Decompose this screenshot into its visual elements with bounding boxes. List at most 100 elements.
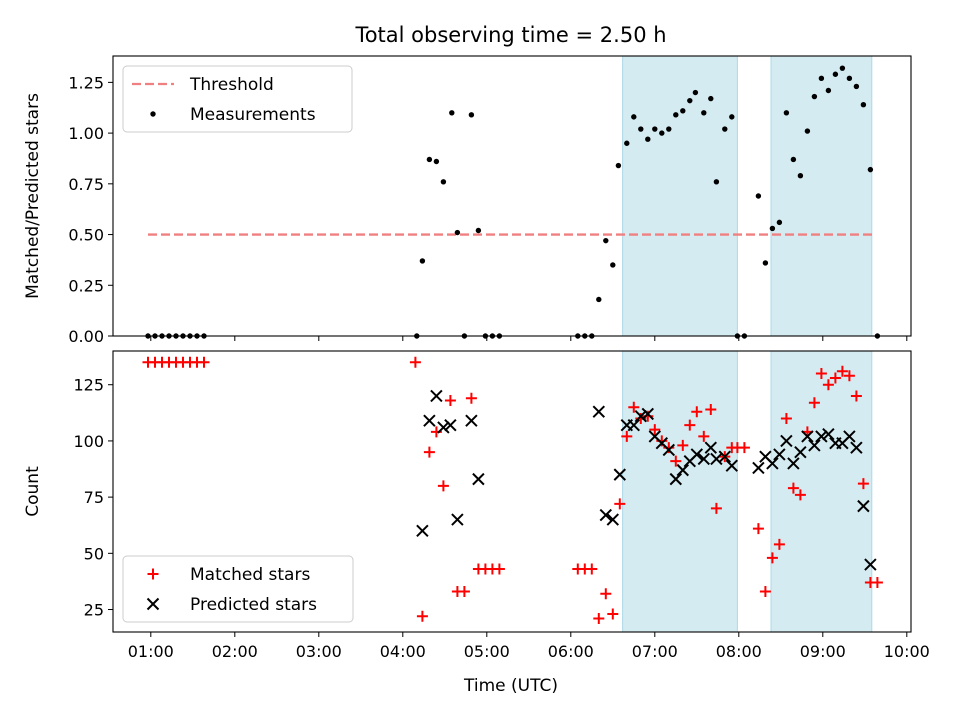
predicted-stars-point bbox=[627, 418, 641, 432]
measurement-point bbox=[680, 108, 686, 114]
measurement-point bbox=[853, 83, 860, 90]
y-tick-label: 100 bbox=[73, 432, 104, 451]
legend-label: Measurements bbox=[190, 105, 316, 125]
predicted-stars-point bbox=[606, 513, 620, 526]
predicted-stars-point bbox=[843, 430, 856, 443]
matched-stars-point bbox=[773, 538, 785, 550]
matched-stars-point bbox=[607, 608, 619, 620]
matched-stars-point bbox=[458, 586, 470, 598]
predicted-stars-point bbox=[430, 389, 443, 403]
measurement-point bbox=[638, 126, 644, 132]
predicted-stars-point bbox=[766, 457, 779, 470]
matched-stars-point bbox=[752, 523, 764, 535]
matched-stars-point bbox=[822, 379, 834, 391]
y-tick-label: 25 bbox=[84, 601, 104, 620]
predicted-stars-point bbox=[704, 441, 718, 454]
predicted-stars-point bbox=[787, 457, 800, 470]
measurement-point bbox=[673, 112, 679, 118]
measurement-point bbox=[596, 296, 602, 303]
y-tick-label: 1.00 bbox=[68, 124, 104, 143]
measurement-point bbox=[666, 126, 672, 132]
y-tick-label: 125 bbox=[73, 376, 104, 395]
legend-measurement-swatch bbox=[150, 111, 156, 117]
predicted-stars-point bbox=[444, 418, 457, 432]
matched-stars-point bbox=[794, 489, 806, 501]
predicted-stars-point bbox=[857, 499, 870, 513]
y-tick-label: 0.00 bbox=[68, 327, 104, 346]
matched-stars-point bbox=[836, 365, 848, 377]
top-panel: 0.00 0.25 0.50 0.75 1.00 1.25 Matched/Predicte… bbox=[23, 55, 912, 346]
measurement-point bbox=[692, 89, 699, 96]
axes-frame bbox=[112, 350, 912, 633]
predicted-stars-point bbox=[773, 448, 786, 461]
measurement-point bbox=[860, 101, 867, 108]
x-tick-label: 04:00 bbox=[380, 642, 426, 661]
measurement-point bbox=[603, 237, 609, 244]
predicted-stars-point bbox=[725, 459, 739, 472]
observing-span bbox=[622, 55, 738, 337]
predicted-stars-point bbox=[718, 450, 732, 463]
predicted-stars-point bbox=[794, 445, 807, 459]
x-tick-label: 10:00 bbox=[884, 642, 930, 661]
measurement-point bbox=[776, 219, 783, 226]
measurement-point bbox=[769, 225, 776, 232]
predicted-stars-point bbox=[599, 508, 613, 522]
x-tick-label: 05:00 bbox=[464, 642, 510, 661]
y-tick-label: 50 bbox=[84, 544, 104, 563]
legend-box bbox=[122, 555, 354, 623]
predicted-stars-point bbox=[864, 558, 877, 571]
measurement-point bbox=[832, 71, 839, 77]
y-axis-label: Matched/Predicted stars bbox=[23, 93, 43, 299]
y-tick-label: 1.25 bbox=[68, 73, 104, 92]
y-tick-label: 0.75 bbox=[68, 175, 104, 194]
measurement-point bbox=[433, 158, 440, 165]
predicted-stars-point bbox=[472, 472, 485, 486]
matched-stars-point bbox=[815, 367, 827, 379]
matched-stars-point bbox=[710, 502, 722, 514]
legend-predicted-swatch bbox=[146, 597, 160, 611]
measurement-point bbox=[708, 95, 714, 102]
measurement-point bbox=[652, 126, 658, 132]
predicted-stars-point bbox=[822, 427, 835, 441]
matched-stars-point bbox=[493, 563, 505, 575]
matched-stars-point bbox=[600, 588, 612, 600]
matched-stars-point bbox=[780, 412, 792, 424]
measurement-point bbox=[475, 227, 482, 234]
y-tick-label: 0.50 bbox=[68, 226, 104, 245]
predicted-stars-point bbox=[669, 472, 683, 486]
predicted-stars-point bbox=[815, 430, 828, 443]
y-axis-label: Count bbox=[23, 466, 43, 517]
measurement-point bbox=[811, 93, 818, 100]
matched-stars-point bbox=[586, 563, 598, 575]
measurement-point bbox=[419, 258, 426, 264]
predicted-stars-point bbox=[808, 439, 821, 452]
matched-stars-point bbox=[642, 410, 654, 422]
chart-title: Total observing time = 2.50 h bbox=[354, 23, 666, 47]
predicted-stars-point bbox=[641, 407, 655, 421]
matched-stars-point bbox=[423, 446, 435, 458]
predicted-stars-point bbox=[752, 461, 765, 475]
x-axis-label: Time (UTC) bbox=[463, 676, 558, 696]
x-tick-label: 02:00 bbox=[212, 642, 258, 661]
measurement-point bbox=[867, 166, 874, 173]
predicted-stars-point bbox=[451, 513, 464, 526]
measurement-point bbox=[624, 140, 630, 146]
legend-box bbox=[122, 65, 353, 133]
matched-stars-point bbox=[444, 394, 456, 406]
x-tick-label: 08:00 bbox=[716, 642, 762, 661]
measurement-point bbox=[722, 126, 728, 132]
measurement-point bbox=[454, 229, 461, 236]
measurement-point bbox=[729, 114, 735, 120]
matched-stars-point bbox=[829, 372, 841, 384]
x-tick-label: 01:00 bbox=[128, 642, 174, 661]
matched-stars-point bbox=[621, 430, 633, 442]
measurement-point bbox=[755, 193, 762, 199]
predicted-stars-point bbox=[801, 430, 814, 443]
bottom-panel: 25 50 75 100 125 01:00 02:00 03:00 04:00 05:00 06:… bbox=[23, 350, 930, 661]
matched-stars-point bbox=[766, 552, 778, 564]
predicted-stars-point bbox=[423, 414, 436, 427]
predicted-stars-point bbox=[662, 443, 676, 457]
predicted-stars-point bbox=[437, 421, 450, 434]
predicted-stars-point bbox=[592, 405, 606, 418]
